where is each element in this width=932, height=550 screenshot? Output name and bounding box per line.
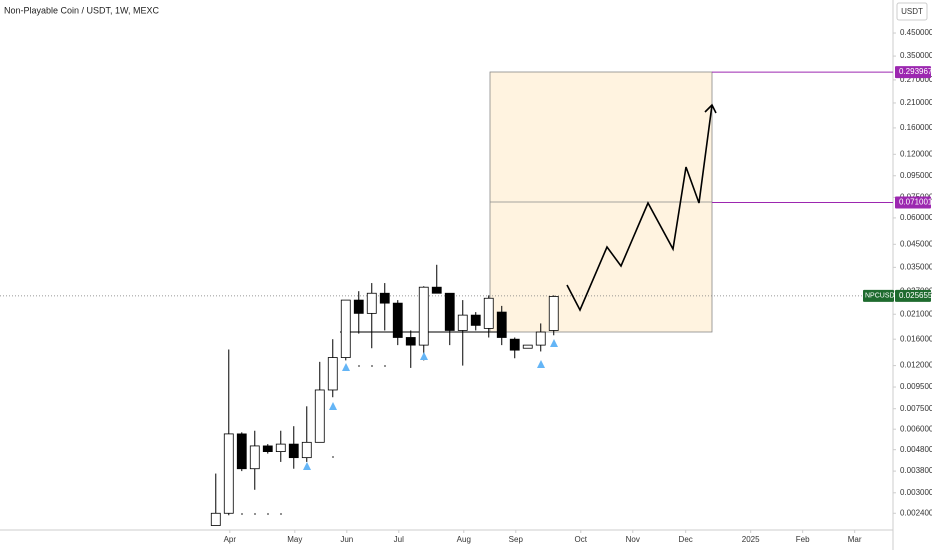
y-tick-label: 0.045000 xyxy=(900,239,932,248)
level-label: 0.293967 xyxy=(899,67,932,76)
signal-triangle xyxy=(342,363,350,371)
candle-body xyxy=(457,314,468,331)
x-tick-label: Apr xyxy=(224,535,237,544)
signal-markers xyxy=(303,339,558,470)
candle-body xyxy=(301,441,312,459)
x-tick-label: Jun xyxy=(340,535,353,544)
candle-body xyxy=(236,433,247,470)
y-tick-label: 0.095000 xyxy=(900,171,932,180)
marks xyxy=(0,264,893,526)
dot xyxy=(267,513,269,515)
y-tick-label: 0.210000 xyxy=(900,98,932,107)
dot xyxy=(241,513,243,515)
candle-body xyxy=(509,338,520,351)
candle-body xyxy=(483,297,494,329)
candle-body xyxy=(496,311,507,338)
y-tick-label: 0.012000 xyxy=(900,361,932,370)
x-tick-label: Nov xyxy=(626,535,640,544)
candle-body xyxy=(262,445,273,453)
y-tick-label: 0.270000 xyxy=(900,75,932,84)
signal-dots xyxy=(241,365,386,515)
candle-body xyxy=(548,296,559,331)
symbol-label: NPCUSDT xyxy=(865,293,900,300)
currency-label[interactable]: USDT xyxy=(901,7,923,16)
x-tick-label: May xyxy=(287,535,302,544)
x-tick-label: Aug xyxy=(457,535,471,544)
candle-body xyxy=(535,331,546,346)
currency-button[interactable] xyxy=(896,2,928,21)
last-price-label: 0.025655 xyxy=(899,291,932,300)
level-label: 0.071001 xyxy=(899,198,932,207)
signal-triangle xyxy=(420,352,428,360)
x-tick-label: Mar xyxy=(848,535,862,544)
y-tick-label: 0.004800 xyxy=(900,445,932,454)
y-tick-label: 0.006000 xyxy=(900,424,932,433)
candle-body xyxy=(327,357,338,391)
candle-body xyxy=(340,299,351,358)
level-tag xyxy=(895,196,931,209)
x-tick-label: Jul xyxy=(394,535,404,544)
y-tick-label: 0.350000 xyxy=(900,51,932,60)
candle-body xyxy=(470,314,481,326)
candle-body xyxy=(353,299,364,314)
y-tick-label: 0.016000 xyxy=(900,334,932,343)
dot xyxy=(358,365,360,367)
symbol-tag xyxy=(863,289,894,302)
candle-body xyxy=(223,433,234,514)
dot xyxy=(371,365,373,367)
candle-body xyxy=(379,292,390,304)
y-tick-label: 0.021000 xyxy=(900,309,932,318)
candle-body xyxy=(522,344,533,349)
signal-triangle xyxy=(537,360,545,368)
y-tick-label: 0.450000 xyxy=(900,28,932,37)
candle-body xyxy=(249,445,260,470)
candle-body xyxy=(288,443,299,459)
dot xyxy=(384,365,386,367)
y-tick-label: 0.160000 xyxy=(900,123,932,132)
y-tick-label: 0.007500 xyxy=(900,404,932,413)
candle-body xyxy=(405,337,416,346)
y-tick-label: 0.003000 xyxy=(900,488,932,497)
candle-body xyxy=(366,292,377,314)
level-tag xyxy=(895,66,931,79)
signal-triangle xyxy=(303,462,311,470)
candle-body xyxy=(418,286,429,346)
candle-body xyxy=(444,292,455,331)
x-tick-label: Sep xyxy=(509,535,524,544)
projection-arrow xyxy=(704,103,717,114)
dot xyxy=(332,456,334,458)
y-tick-label: 0.002400 xyxy=(900,508,932,517)
y-tick-label: 0.060000 xyxy=(900,213,932,222)
x-tick-label: Feb xyxy=(796,535,810,544)
y-tick-label: 0.120000 xyxy=(900,149,932,158)
dot xyxy=(280,513,282,515)
candle-body xyxy=(275,443,286,453)
signal-triangle xyxy=(550,339,558,347)
y-tick-label: 0.003800 xyxy=(900,466,932,475)
y-tick-label: 0.035000 xyxy=(900,262,932,271)
projection-path xyxy=(566,104,713,312)
chart-title: Non-Playable Coin / USDT, 1W, MEXC xyxy=(4,5,160,15)
candle-body xyxy=(431,286,442,294)
candle-body xyxy=(314,389,325,443)
x-tick-label: Oct xyxy=(575,535,588,544)
candle-body xyxy=(210,512,221,526)
x-tick-label: 2025 xyxy=(742,535,760,544)
last-price-tag xyxy=(895,289,931,302)
dot xyxy=(254,513,256,515)
y-tick-label: 0.009500 xyxy=(900,382,932,391)
signal-triangle xyxy=(329,402,337,410)
candle-body xyxy=(392,302,403,338)
x-tick-label: Dec xyxy=(679,535,693,544)
